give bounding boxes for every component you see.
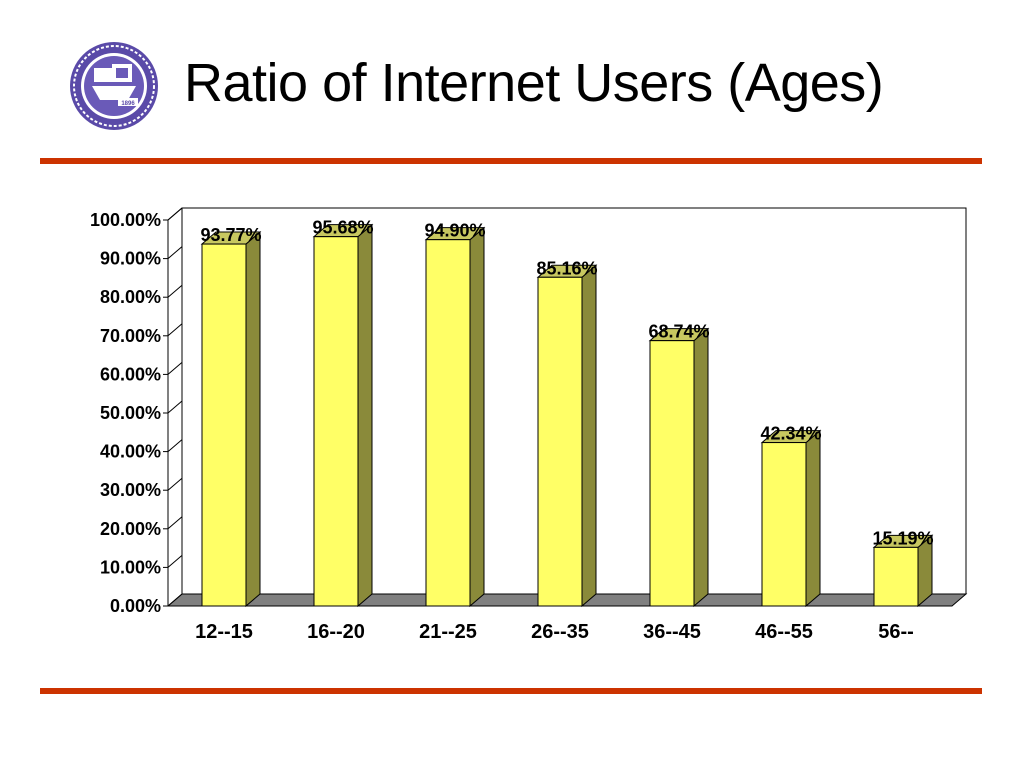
bar-side: [469, 226, 485, 608]
university-seal-icon: 1896: [70, 42, 158, 130]
y-tick-label: 0.00%: [110, 596, 161, 616]
top-divider: [40, 158, 982, 164]
bar-side: [581, 264, 597, 608]
bar: [425, 239, 471, 607]
bar-side: [357, 223, 373, 608]
bar-side: [245, 230, 261, 608]
x-tick-label: 16--20: [307, 621, 365, 643]
x-tick-label: 21--25: [419, 621, 477, 643]
y-tick-label: 40.00%: [100, 442, 161, 462]
y-tick-label: 70.00%: [100, 326, 161, 346]
bar: [313, 236, 359, 607]
bar-side: [805, 429, 821, 608]
y-tick-depth: [167, 439, 183, 452]
y-tick-depth: [167, 516, 183, 530]
bar: [201, 243, 247, 607]
y-tick-depth: [167, 284, 183, 298]
y-tick-depth: [167, 207, 183, 221]
x-tick-label: 36--45: [643, 621, 701, 643]
y-tick-label: 80.00%: [100, 287, 161, 307]
bar: [761, 442, 807, 607]
x-tick-label: 46--55: [755, 621, 813, 643]
y-tick-depth: [167, 246, 183, 259]
bottom-divider: [40, 688, 982, 694]
bar: [537, 276, 583, 607]
y-tick-label: 60.00%: [100, 364, 161, 384]
y-tick-depth: [167, 477, 183, 491]
y-tick-label: 90.00%: [100, 249, 161, 269]
x-tick-label: 26--35: [531, 621, 589, 643]
y-tick-depth: [167, 400, 183, 414]
bar-side: [693, 327, 709, 608]
seal-year: 1896: [121, 101, 135, 107]
y-tick-label: 20.00%: [100, 519, 161, 539]
y-tick-label: 50.00%: [100, 403, 161, 423]
y-tick-label: 30.00%: [100, 480, 161, 500]
data-label: 15.19%: [872, 528, 933, 548]
y-tick-label: 10.00%: [100, 557, 161, 577]
data-label: 85.16%: [536, 258, 597, 278]
x-tick-label: 12--15: [195, 621, 253, 643]
data-label: 42.34%: [760, 424, 821, 444]
bar: [873, 546, 919, 607]
y-tick-depth: [167, 362, 183, 375]
data-label: 95.68%: [312, 218, 373, 238]
x-tick-label: 56--: [878, 621, 914, 643]
y-tick-depth: [167, 593, 183, 607]
data-label: 68.74%: [648, 322, 709, 342]
y-tick-depth: [167, 323, 183, 337]
bar: [649, 340, 695, 607]
slide-title: Ratio of Internet Users (Ages): [184, 53, 884, 113]
data-label: 94.90%: [424, 221, 485, 241]
y-tick-depth: [167, 555, 183, 568]
data-label: 93.77%: [200, 225, 261, 245]
y-tick-label: 100.00%: [90, 210, 161, 230]
